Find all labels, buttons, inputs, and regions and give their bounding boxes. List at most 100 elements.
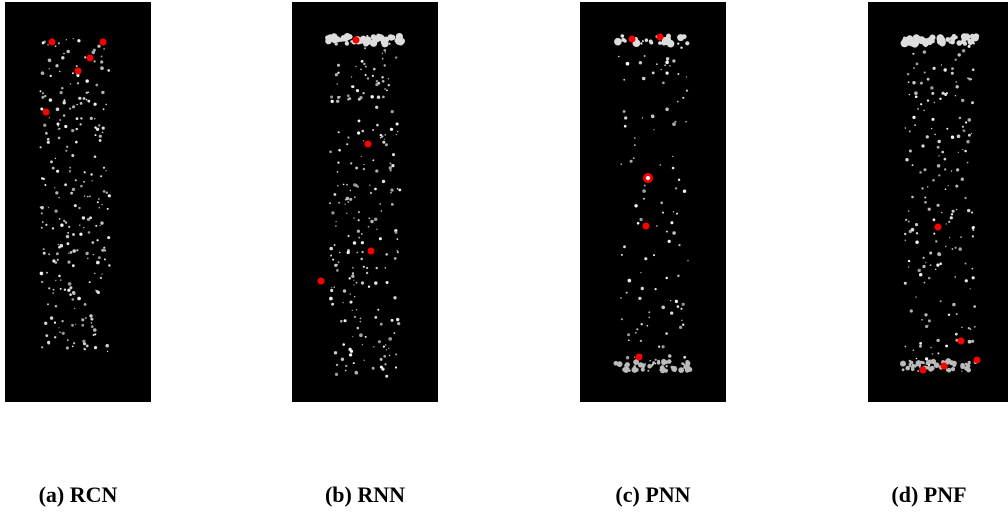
speckle [905, 240, 907, 242]
speckle [341, 358, 344, 361]
speckle [395, 231, 398, 234]
speckle [361, 241, 364, 244]
speckle [89, 195, 91, 197]
highlight-point [974, 357, 981, 364]
speckle [647, 364, 652, 369]
speckle [958, 152, 959, 153]
speckle [944, 158, 947, 161]
speckle [101, 204, 102, 205]
speckle [73, 38, 74, 39]
speckle [334, 193, 337, 196]
speckle [84, 56, 86, 58]
speckle [640, 340, 642, 342]
speckle [386, 90, 388, 92]
speckle [89, 314, 92, 317]
speckle [80, 185, 83, 188]
speckle [677, 305, 680, 308]
speckle [649, 360, 650, 361]
speckle [396, 134, 397, 135]
speckle [968, 118, 972, 122]
speckle [905, 219, 907, 221]
speckle [358, 237, 360, 239]
speckle [336, 269, 339, 272]
speckle [67, 339, 69, 341]
speckle [374, 218, 377, 221]
speckle [908, 266, 909, 267]
highlight-point [87, 55, 94, 62]
speckle [390, 189, 393, 192]
speckle [62, 101, 65, 104]
speckle [350, 294, 351, 295]
speckle [958, 53, 961, 56]
panel-image [580, 2, 726, 402]
speckle [972, 235, 974, 237]
highlight-point [43, 109, 50, 116]
speckle [71, 324, 74, 327]
speckle [640, 218, 643, 221]
speckle [353, 217, 355, 219]
speckle [50, 160, 53, 163]
speckle [350, 40, 352, 42]
speckle [628, 340, 630, 342]
speckle [669, 65, 670, 66]
speckle [105, 104, 107, 106]
speckle [396, 123, 399, 126]
speckle [907, 73, 909, 75]
speckle [56, 252, 59, 255]
speckle [332, 39, 336, 43]
speckle [374, 316, 377, 319]
speckle [58, 327, 59, 328]
speckle [80, 102, 83, 105]
speckle [82, 216, 85, 219]
speckle [968, 134, 971, 137]
speckle [332, 259, 334, 261]
speckle [368, 226, 370, 228]
speckle [957, 135, 961, 139]
speckle [371, 95, 374, 98]
speckle [682, 97, 684, 99]
speckle [93, 254, 94, 255]
speckle [41, 346, 43, 348]
speckle [372, 129, 374, 131]
speckle [935, 240, 937, 242]
speckle [351, 275, 354, 278]
speckle [75, 179, 77, 181]
speckle [908, 260, 910, 262]
speckle [682, 324, 684, 326]
speckle [59, 331, 61, 333]
speckle [346, 184, 348, 186]
speckle [948, 185, 949, 186]
speckle [623, 39, 626, 42]
speckle [955, 185, 958, 188]
speckle [344, 319, 347, 322]
speckle [58, 137, 61, 140]
speckle [972, 68, 975, 71]
speckle [666, 72, 669, 75]
speckle [330, 96, 333, 99]
caption: (d) PNF [891, 482, 966, 507]
speckle [378, 340, 381, 343]
speckle [636, 328, 638, 330]
speckle [103, 247, 105, 249]
speckle [365, 66, 367, 68]
speckle [683, 190, 686, 193]
speckle [56, 170, 59, 173]
speckle [394, 257, 397, 260]
speckle [647, 370, 649, 372]
speckle [938, 174, 940, 176]
speckle [65, 221, 67, 223]
speckle [55, 305, 58, 308]
speckle [40, 207, 41, 208]
speckle [72, 188, 75, 191]
speckle [45, 224, 47, 226]
highlight-point [643, 223, 650, 230]
speckle [939, 98, 941, 100]
panel-image [5, 2, 151, 402]
speckle [363, 140, 364, 141]
speckle [40, 146, 42, 148]
speckle [350, 301, 353, 304]
speckle [664, 64, 666, 66]
speckle [920, 82, 923, 85]
speckle [917, 361, 921, 365]
speckle [677, 275, 679, 277]
